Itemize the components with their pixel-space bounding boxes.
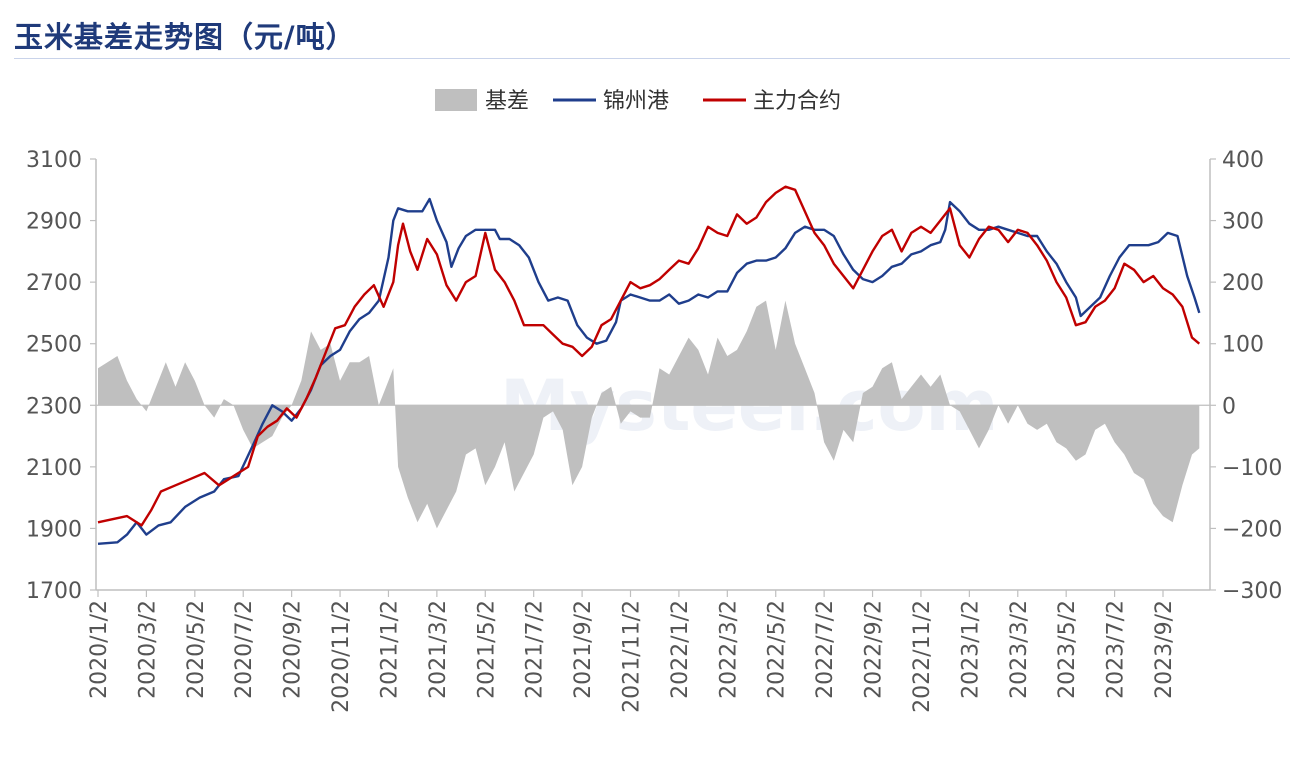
x-tick-label: 2023/7/2 [1104,600,1129,699]
x-tick-label: 2021/11/2 [620,600,645,713]
y-right-tick-label: −100 [1222,456,1282,481]
chart-title: 玉米基差走势图（元/吨） [14,20,356,54]
y-right-tick-label: 300 [1222,210,1264,235]
legend-swatch-basis [435,89,477,111]
legend-label-jinzhou-port: 锦州港 [603,89,669,114]
y-left-tick-label: 2700 [26,271,82,296]
x-tick-label: 2020/9/2 [281,600,306,699]
y-right-tick-label: 200 [1222,271,1264,296]
y-right-tick-label: 400 [1222,148,1264,173]
y-left-tick-label: 1900 [26,517,82,542]
y-right-tick-label: 0 [1222,394,1236,419]
x-tick-label: 2020/7/2 [232,600,257,699]
y-left-tick-label: 3100 [26,148,82,173]
x-tick-label: 2022/7/2 [813,600,838,699]
y-left-tick-label: 2300 [26,394,82,419]
legend: 基差 锦州港 主力合约 [435,89,841,114]
x-tick-label: 2021/9/2 [571,600,596,699]
basis-area-layer [98,300,1200,529]
x-tick-label: 2021/5/2 [474,600,499,699]
price-lines [97,185,1201,545]
x-tick-label: 2020/1/2 [87,600,112,699]
x-tick-label: 2023/3/2 [1007,600,1032,699]
x-tick-label: 2023/5/2 [1055,600,1080,699]
y-right-tick-label: −300 [1222,579,1282,604]
y-left-tick-label: 2100 [26,456,82,481]
y-left-tick-label: 1700 [26,579,82,604]
y-right-tick-label: 100 [1222,333,1264,358]
x-tick-label: 2023/1/2 [958,600,983,699]
legend-label-main-contract: 主力合约 [753,89,841,114]
x-tick-label: 2021/3/2 [426,600,451,699]
y-left-tick-label: 2500 [26,333,82,358]
title-underline [14,58,1290,59]
y-right-tick-label: −200 [1222,517,1282,542]
series-line-main-contract [97,185,1201,527]
x-tick-label: 2022/9/2 [862,600,887,699]
basis-area [98,300,1200,529]
x-tick-label: 2022/3/2 [716,600,741,699]
x-tick-label: 2020/3/2 [135,600,160,699]
x-tick-label: 2020/5/2 [184,600,209,699]
y-left-tick-label: 2900 [26,210,82,235]
x-tick-label: 2021/1/2 [377,600,402,699]
x-tick-label: 2021/7/2 [523,600,548,699]
x-tick-label: 2022/5/2 [765,600,790,699]
x-tick-label: 2020/11/2 [329,600,354,713]
x-tick-label: 2022/1/2 [668,600,693,699]
legend-label-basis: 基差 [485,89,529,114]
axes: 3100 2900 2700 2500 2300 2100 1900 1700 400 300 20… [26,148,1282,713]
x-tick-label: 2023/9/2 [1152,600,1177,699]
x-tick-label: 2022/11/2 [910,600,935,713]
